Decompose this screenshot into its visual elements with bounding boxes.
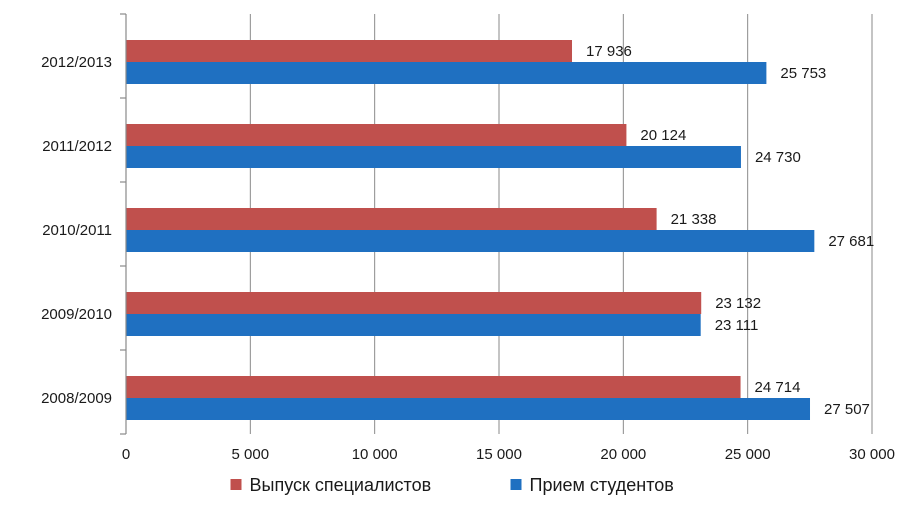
legend-label: Прием студентов [530, 475, 674, 495]
category-label: 2009/2010 [41, 306, 112, 323]
x-tick-label: 15 000 [476, 446, 522, 463]
bar-admissions [126, 62, 767, 84]
category-labels: 2012/2013 2011/2012 2010/2011 2009/2010 2008… [41, 54, 112, 407]
data-label-graduates: 20 124 [640, 127, 686, 144]
data-label-admissions: 25 753 [780, 65, 826, 82]
x-tick-label: 25 000 [725, 446, 771, 463]
y-axis [120, 13, 127, 435]
data-label-admissions: 27 507 [824, 401, 870, 418]
data-label-graduates: 17 936 [586, 43, 632, 60]
legend: Выпуск специалистов Прием студентов [230, 475, 674, 495]
x-tick-labels: 0 5 000 10 000 15 000 20 000 25 000 30 000 [122, 446, 895, 463]
x-tick-label: 30 000 [849, 446, 895, 463]
x-tick-label: 20 000 [600, 446, 646, 463]
bar-graduates [126, 40, 573, 62]
bar-graduates [126, 292, 702, 314]
data-labels: 17 936 25 753 20 124 24 730 21 338 27 681 23 1… [586, 43, 874, 418]
bar-admissions [126, 398, 811, 420]
data-label-admissions: 27 681 [828, 233, 874, 250]
legend-swatch [230, 479, 242, 490]
category-label: 2010/2011 [42, 222, 112, 239]
x-tick-label: 0 [122, 446, 130, 463]
data-label-admissions: 24 730 [755, 149, 801, 166]
x-tick-label: 5 000 [232, 446, 270, 463]
legend-swatch [510, 479, 522, 490]
legend-label: Выпуск специалистов [250, 475, 432, 495]
bar-admissions [126, 314, 701, 336]
bar-admissions [126, 230, 815, 252]
bar-graduates [126, 208, 657, 230]
category-label: 2008/2009 [41, 390, 112, 407]
data-label-graduates: 23 132 [715, 295, 761, 312]
data-label-graduates: 24 714 [755, 379, 801, 396]
bar-admissions [126, 146, 741, 168]
category-label: 2011/2012 [42, 138, 112, 155]
data-label-admissions: 23 111 [715, 317, 759, 334]
bar-graduates [126, 124, 627, 146]
bar-graduates [126, 376, 741, 398]
data-label-graduates: 21 338 [671, 211, 717, 228]
x-tick-label: 10 000 [352, 446, 398, 463]
bars [126, 40, 815, 420]
category-label: 2012/2013 [41, 54, 112, 71]
